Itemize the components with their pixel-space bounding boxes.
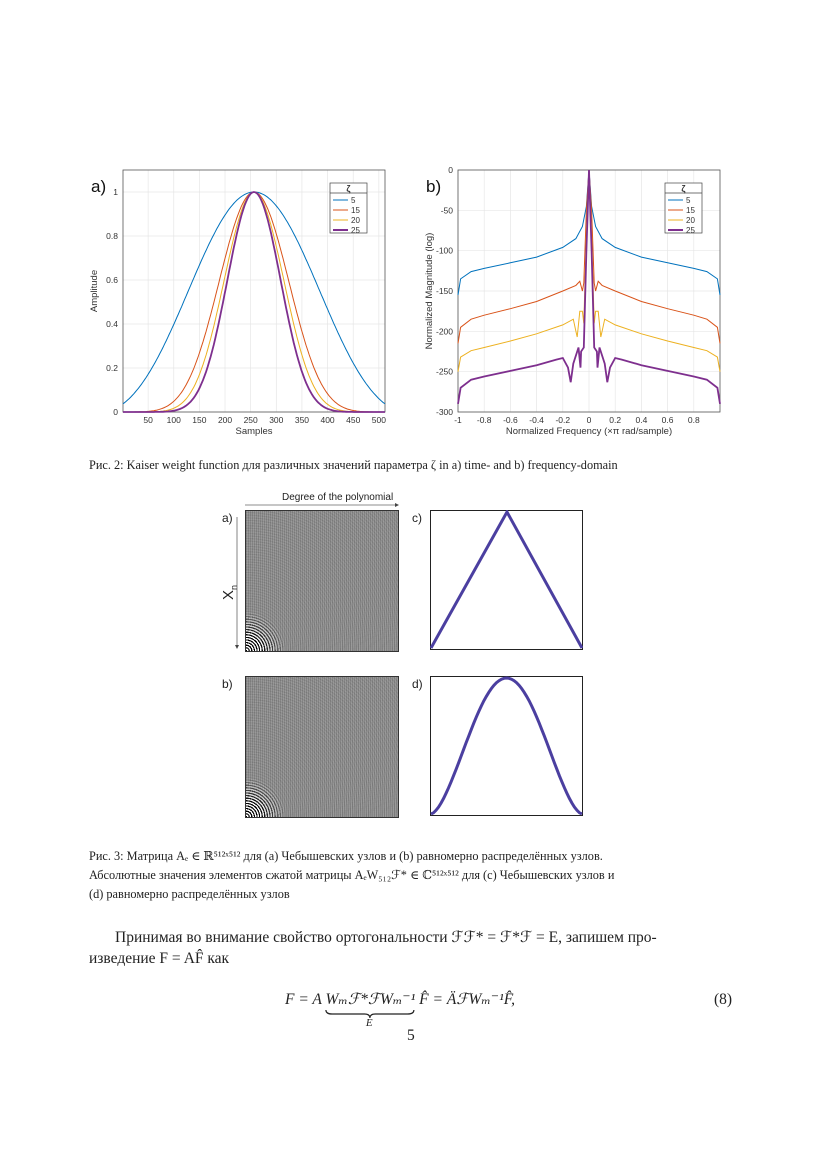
y-tick-label: -250 bbox=[436, 367, 453, 377]
legend-box bbox=[329, 182, 368, 234]
matrix-chebyshev-image bbox=[245, 510, 399, 652]
y-tick-label: -200 bbox=[436, 326, 453, 336]
y-tick-label: -100 bbox=[436, 246, 453, 256]
plot-frame bbox=[430, 676, 583, 816]
legend-entry-15: 15 bbox=[351, 206, 360, 215]
arrowhead-icon bbox=[235, 645, 239, 649]
y-tick-label: 0.4 bbox=[106, 319, 118, 329]
x-tick-label: -0.4 bbox=[529, 415, 544, 425]
equation-braced-term: Wₘℱ*ℱWₘ⁻¹ bbox=[325, 991, 416, 1008]
chart-kaiser-time: 50 100 150 200 250 300 350 400 450 500 0 0.2 0.4 0.6 0… bbox=[89, 169, 386, 437]
arrowhead-icon bbox=[395, 503, 399, 507]
y-tick-label: 0.2 bbox=[106, 363, 118, 373]
panel-label-d: d) bbox=[412, 677, 423, 691]
equation-number: (8) bbox=[714, 991, 733, 1008]
legend-entry-25: 25 bbox=[686, 226, 695, 235]
figure2-caption: Рис. 2: Kaiser weight function для разли… bbox=[89, 458, 618, 472]
paragraph-line: Принимая во внимание свойство ортогональ… bbox=[115, 929, 657, 946]
panel-label: a) bbox=[91, 177, 106, 196]
compressed-uniform-plot bbox=[430, 676, 583, 816]
legend-entry-20: 20 bbox=[686, 216, 695, 225]
legend-entry-25: 25 bbox=[351, 226, 360, 235]
panel-label-c: c) bbox=[412, 511, 422, 525]
degree-label: Degree of the polynomial bbox=[282, 492, 394, 503]
x-tick-label: 0.2 bbox=[609, 415, 621, 425]
bell-curve bbox=[430, 676, 583, 816]
x-tick-label: 150 bbox=[192, 415, 206, 425]
x-tick-label: 400 bbox=[320, 415, 334, 425]
plot-frame bbox=[122, 169, 386, 413]
y-tick-label: 0 bbox=[113, 407, 118, 417]
x-tick-label: -1 bbox=[454, 415, 462, 425]
x-tick-label: 250 bbox=[244, 415, 258, 425]
y-tick-label: 0.6 bbox=[106, 275, 118, 285]
compressed-chebyshev-plot bbox=[430, 510, 583, 650]
equation-braced: Wₘℱ*ℱWₘ⁻¹ E bbox=[325, 989, 416, 1029]
series-line-25 bbox=[123, 191, 385, 413]
x-tick-label: 350 bbox=[295, 415, 309, 425]
x-tick-label: 300 bbox=[269, 415, 283, 425]
x-tick-label: -0.6 bbox=[503, 415, 518, 425]
xn-label: Xn bbox=[220, 585, 239, 600]
legend-box bbox=[664, 182, 703, 234]
x-tick-label: 450 bbox=[346, 415, 360, 425]
x-tick-label: 0.6 bbox=[662, 415, 674, 425]
y-tick-label: 1 bbox=[113, 187, 118, 197]
y-tick-label: -50 bbox=[441, 205, 454, 215]
xn-label-main: X bbox=[220, 589, 237, 600]
x-tick-label: 0.4 bbox=[635, 415, 647, 425]
page-number: 5 bbox=[407, 1027, 415, 1044]
x-tick-label: 0.8 bbox=[688, 415, 700, 425]
legend-entry-5: 5 bbox=[351, 196, 356, 205]
underbrace-label: E bbox=[365, 1017, 373, 1029]
equation-lhs: F = A bbox=[285, 991, 322, 1008]
y-tick-label: -150 bbox=[436, 286, 453, 296]
x-tick-label: -0.8 bbox=[477, 415, 492, 425]
y-tick-label: 0 bbox=[448, 165, 453, 175]
x-tick-label: 200 bbox=[218, 415, 232, 425]
equation-8: F = A Wₘℱ*ℱWₘ⁻¹ E F̂ = ÄℱWₘ⁻¹F̂, bbox=[285, 989, 516, 1029]
y-tick-label: 0.8 bbox=[106, 231, 118, 241]
panel-label-b: b) bbox=[222, 677, 233, 691]
caption-line: (d) равномерно распределённых узлов bbox=[89, 887, 290, 901]
x-tick-label: 0 bbox=[587, 415, 592, 425]
matrix-uniform-image bbox=[245, 676, 399, 818]
caption-line: Рис. 3: Матрица Aₑ ∈ ℝ⁵¹²ˣ⁵¹² для (a) Че… bbox=[89, 849, 603, 863]
panel-label-a: a) bbox=[222, 511, 233, 525]
figure3-axes-arrows bbox=[235, 503, 399, 649]
caption-line: Абсолютные значения элементов сжатой мат… bbox=[89, 868, 615, 882]
y-tick-label: -300 bbox=[436, 407, 453, 417]
chart-kaiser-frequency: -1 -0.8 -0.6 -0.4 -0.2 0 0.2 0.4 0.6 0.8 0 -50 -100 -… bbox=[424, 165, 721, 437]
y-axis-label: Amplitude bbox=[89, 270, 100, 312]
series-line-25 bbox=[457, 169, 721, 405]
legend-entry-20: 20 bbox=[351, 216, 360, 225]
y-axis-label: Normalized Magnitude (log) bbox=[424, 233, 435, 350]
figure3-caption: Рис. 3: Матрица Aₑ ∈ ℝ⁵¹²ˣ⁵¹² для (a) Че… bbox=[89, 847, 614, 904]
x-axis-label: Normalized Frequency (×π rad/sample) bbox=[506, 426, 672, 437]
x-tick-label: 50 bbox=[143, 415, 153, 425]
legend-title: ζ bbox=[346, 184, 350, 194]
panel-label: b) bbox=[426, 177, 441, 196]
underbrace-icon bbox=[325, 1009, 415, 1019]
paragraph-line: изведение F = AF̂ как bbox=[89, 950, 230, 967]
plot-frame bbox=[430, 510, 583, 650]
x-axis-label: Samples bbox=[236, 426, 273, 437]
triangle-curve bbox=[430, 510, 583, 649]
xn-label-sub: n bbox=[229, 584, 239, 590]
x-tick-label: -0.2 bbox=[555, 415, 570, 425]
paragraph: Принимая во внимание свойство ортогональ… bbox=[89, 927, 739, 969]
equation-rhs: F̂ = ÄℱWₘ⁻¹F̂, bbox=[419, 991, 516, 1008]
legend-entry-5: 5 bbox=[686, 196, 691, 205]
legend-title: ζ bbox=[681, 184, 685, 194]
legend-entry-15: 15 bbox=[686, 206, 695, 215]
x-tick-label: 100 bbox=[167, 415, 181, 425]
x-tick-label: 500 bbox=[372, 415, 386, 425]
